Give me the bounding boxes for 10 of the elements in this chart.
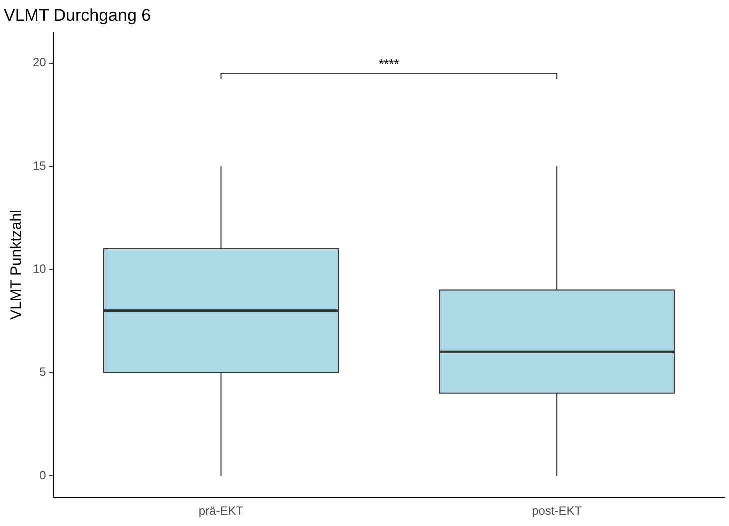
y-tick-label: 5 xyxy=(40,365,47,380)
x-tick-label: prä-EKT xyxy=(198,504,244,518)
y-tick-label: 10 xyxy=(32,262,47,276)
annotation: **** xyxy=(379,56,400,72)
y-axis-title: VLMT Punktzahl xyxy=(8,210,26,320)
x-tick-label: post-EKT xyxy=(532,504,583,518)
y-tick-label: 0 xyxy=(40,468,47,482)
y-tick-label: 20 xyxy=(32,56,47,70)
chart-title: VLMT Durchgang 6 xyxy=(4,6,152,25)
y-tick-label: 15 xyxy=(32,158,47,173)
